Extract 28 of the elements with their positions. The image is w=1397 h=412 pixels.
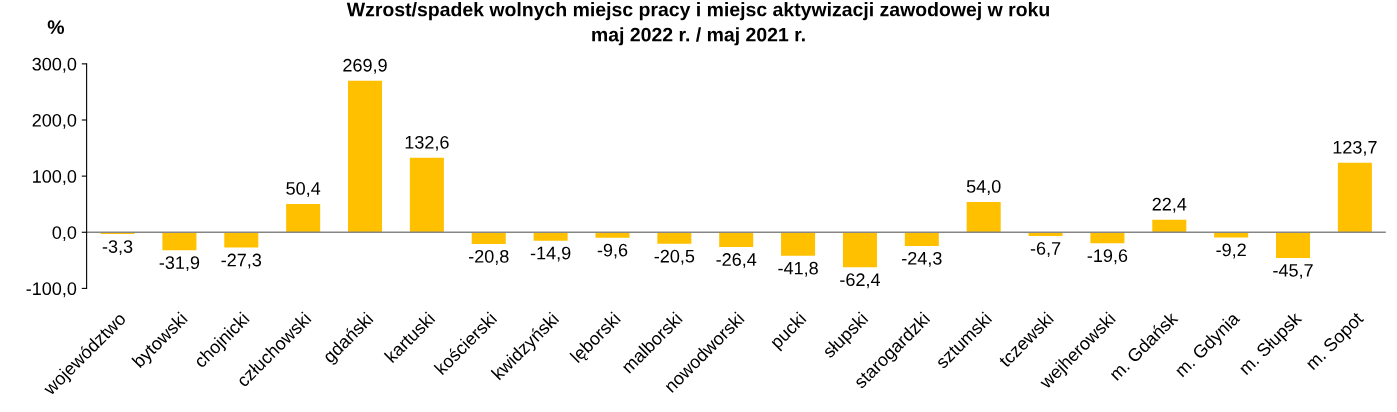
data-label: -20,8 (468, 249, 509, 265)
data-label: -31,9 (159, 256, 200, 272)
data-label: -41,8 (778, 261, 818, 277)
data-label: -19,6 (1087, 249, 1128, 265)
data-label: -6,7 (1030, 242, 1061, 257)
data-label: 132,6 (405, 135, 449, 151)
data-label: -27,3 (221, 253, 262, 269)
y-tick-label: -100,0 (26, 282, 77, 298)
data-label: 50,4 (286, 182, 321, 197)
y-tick-label: 0,0 (52, 226, 77, 242)
data-label: -26,4 (716, 253, 757, 269)
data-label: 22,4 (1152, 197, 1187, 213)
data-label: -3,3 (102, 240, 133, 256)
data-label: -9,2 (1216, 243, 1246, 259)
y-tick-label: 200,0 (32, 113, 77, 129)
chart-title: Wzrost/spadek wolnych miejsc pracy i miejsc aktywizacji zawodowej w roku maj 2022 r. / maj 2021 r. (346, 2, 1049, 46)
data-label: -24,3 (902, 251, 942, 267)
data-label: -14,9 (530, 246, 571, 262)
data-label: 123,7 (1333, 140, 1377, 156)
y-tick-label: 100,0 (33, 170, 77, 185)
y-axis-title: % (47, 20, 65, 35)
data-label: -45,7 (1273, 264, 1313, 279)
data-label: 54,0 (966, 180, 1001, 195)
data-label: -20,5 (654, 249, 695, 265)
data-label: 269,9 (343, 58, 387, 74)
data-label: -9,6 (597, 243, 628, 259)
y-tick-label: 300,0 (32, 57, 77, 73)
data-label: -62,4 (840, 273, 880, 289)
